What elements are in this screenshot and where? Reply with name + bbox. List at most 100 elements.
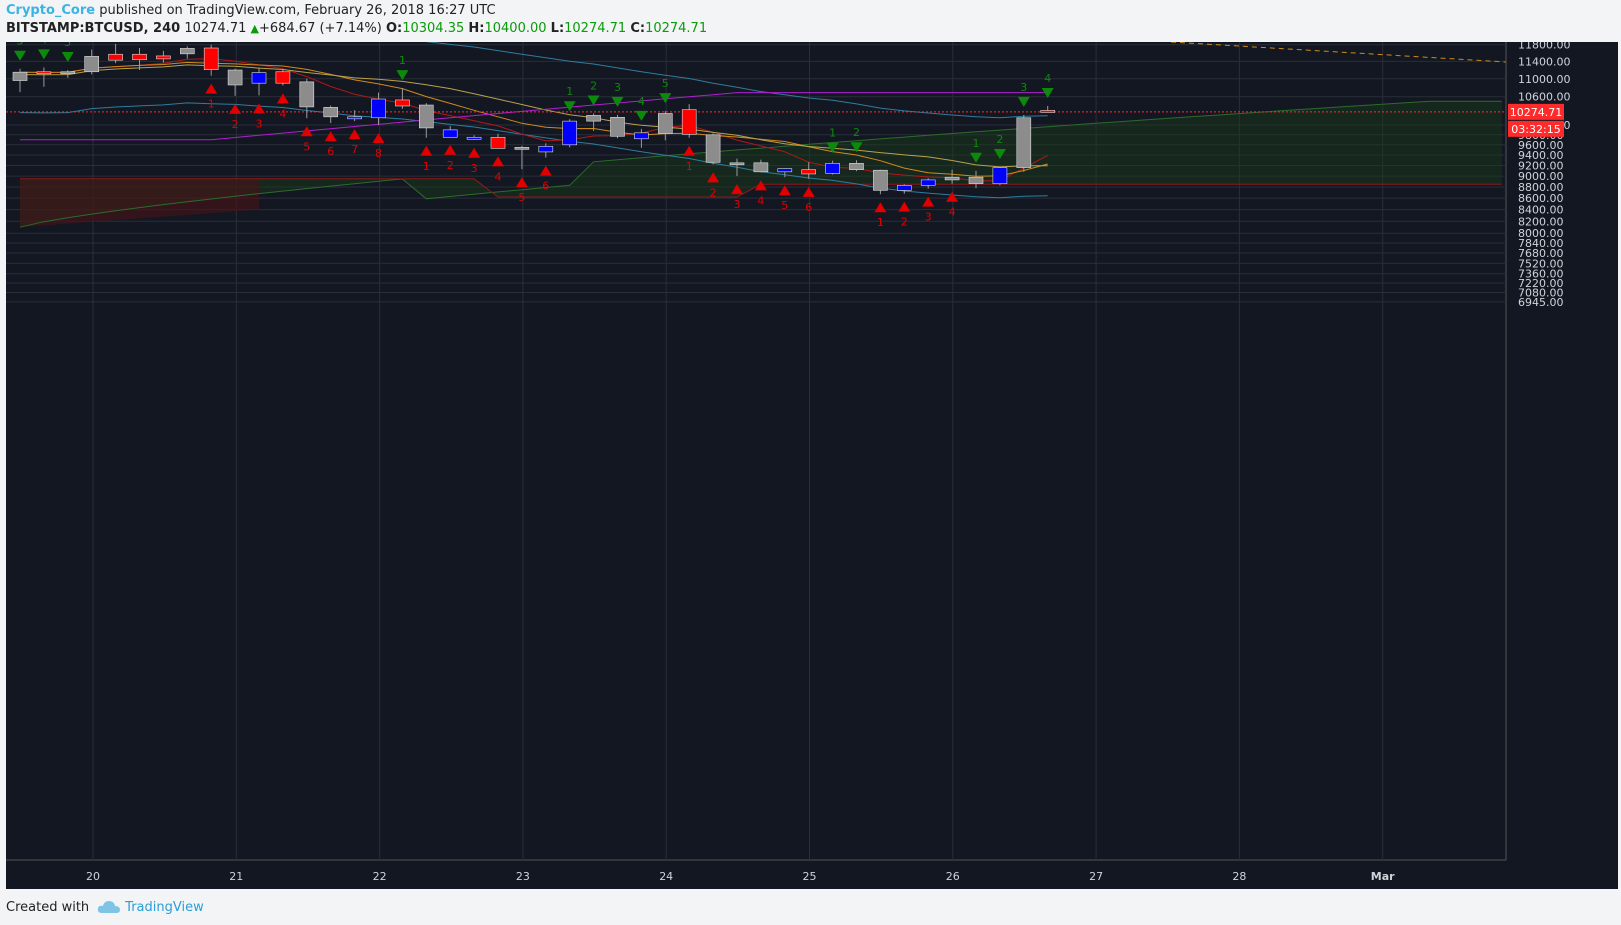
sell-count-label: 6 (805, 201, 812, 214)
candle (180, 46, 195, 59)
candle (203, 44, 219, 76)
price-tick-label: 7680.00 (1518, 247, 1564, 260)
setup-marker: 1 (874, 202, 887, 229)
candle-body (896, 185, 912, 191)
buy-triangle (826, 142, 839, 153)
tradingview-link[interactable]: TradingView (125, 900, 204, 915)
price-tick-label: 9600.00 (1518, 139, 1564, 152)
setup-marker: 2 (850, 126, 863, 153)
price-axis[interactable] (1506, 42, 1618, 860)
setup-marker: 3 (468, 147, 481, 175)
price-tick-label: 7840.00 (1518, 237, 1564, 250)
buy-triangle (850, 142, 863, 153)
candle-body (275, 71, 291, 84)
buy-triangle (14, 50, 26, 61)
last-price: 10274.71 (184, 21, 247, 36)
change-value: +684.67 (+7.14%) (258, 21, 382, 36)
candle-body (610, 116, 625, 137)
axis-labels: 12200.0011800.0011400.0011000.0010600.00… (86, 42, 1571, 883)
candle (825, 160, 840, 175)
low-label: L: (550, 21, 565, 36)
setup-marker: 1 (396, 54, 409, 81)
buy-count-label: 1 (566, 85, 573, 98)
candle-body (1040, 110, 1055, 113)
buy-triangle (611, 96, 624, 107)
sell-triangle (802, 186, 815, 197)
candle (610, 114, 625, 139)
setup-marker: 3 (611, 81, 624, 107)
lp-annotation: LP (109, 42, 123, 45)
price-tick-label: 8400.00 (1518, 204, 1564, 217)
sell-count-label: 2 (710, 186, 717, 199)
candle (920, 178, 936, 189)
sell-triangle (922, 196, 935, 207)
sell-count-label: 5 (518, 191, 525, 204)
setup-marker: 2 (444, 144, 457, 172)
sell-triangle (515, 177, 528, 188)
sell-triangle (778, 185, 791, 196)
buy-count-label: 1 (829, 127, 836, 140)
low-value: 10274.71 (564, 21, 627, 36)
candle (418, 103, 434, 138)
buy-triangle (1017, 96, 1030, 107)
candle (323, 105, 339, 124)
setup-marker: 6 (539, 165, 552, 193)
setup-marker: 4 (635, 95, 648, 121)
sell-count-label: 1 (208, 98, 215, 111)
sell-triangle (946, 191, 959, 202)
candles (12, 43, 1055, 195)
candle (12, 68, 28, 93)
setup-marker: 5 (300, 126, 313, 153)
slow-ma-line (19, 61, 1048, 177)
sell-triangle (492, 156, 504, 167)
setup-marker: 1 (205, 83, 218, 111)
setup-marker: 6 (324, 131, 337, 158)
candle (371, 92, 386, 125)
candle (801, 162, 817, 179)
setup-marker: 1 (420, 145, 433, 173)
buy-count-label: 3 (614, 81, 621, 94)
candle (1016, 114, 1032, 172)
time-tick-label: 24 (659, 870, 673, 883)
sell-triangle (229, 103, 242, 114)
setup-marker: 2 (898, 201, 911, 229)
setup-marker: 3 (922, 196, 935, 224)
candle-body (466, 136, 482, 140)
buy-count-label: 3 (17, 42, 24, 48)
price-chart[interactable]: 3456789123456781123456123451234561212341… (6, 42, 1618, 889)
price-tick-label: 7520.00 (1518, 257, 1564, 270)
sell-triangle (539, 165, 552, 176)
sell-count-label: 6 (542, 180, 549, 193)
countdown-tag (1508, 120, 1564, 137)
setup-marker: 5 (659, 77, 672, 104)
setup-marker: 6 (802, 186, 815, 214)
price-tick-label: 7360.00 (1518, 268, 1564, 281)
time-tick-label: 28 (1232, 870, 1246, 883)
candle-body (657, 113, 673, 134)
sell-count-label: 2 (232, 118, 239, 131)
candle (968, 170, 984, 189)
price-tick-label: 7220.00 (1518, 277, 1564, 290)
cloud-bear-area (20, 178, 259, 228)
candle-body (538, 146, 554, 153)
sell-count-label: 1 (877, 216, 884, 229)
candle-body (801, 169, 817, 175)
footer: Created with TradingView (6, 899, 204, 915)
time-tick-label: 26 (946, 870, 960, 883)
candle-body (825, 163, 840, 174)
candle-body (227, 69, 243, 86)
candle (36, 67, 52, 87)
candle (538, 143, 554, 158)
candle-body (442, 129, 458, 138)
time-axis[interactable] (6, 860, 1618, 889)
price-tick-label: 11800.00 (1518, 42, 1571, 52)
setup-marker: 7 (348, 129, 361, 156)
author-name[interactable]: Crypto_Core (6, 3, 96, 18)
sell-triangle (444, 144, 457, 155)
price-tick-label: 9000.00 (1518, 170, 1564, 183)
price-tick-label: 11400.00 (1518, 55, 1571, 68)
candle-body (36, 71, 52, 75)
sell-triangle (276, 93, 289, 104)
sell-count-label: 5 (303, 140, 310, 153)
sell-triangle (253, 103, 265, 114)
